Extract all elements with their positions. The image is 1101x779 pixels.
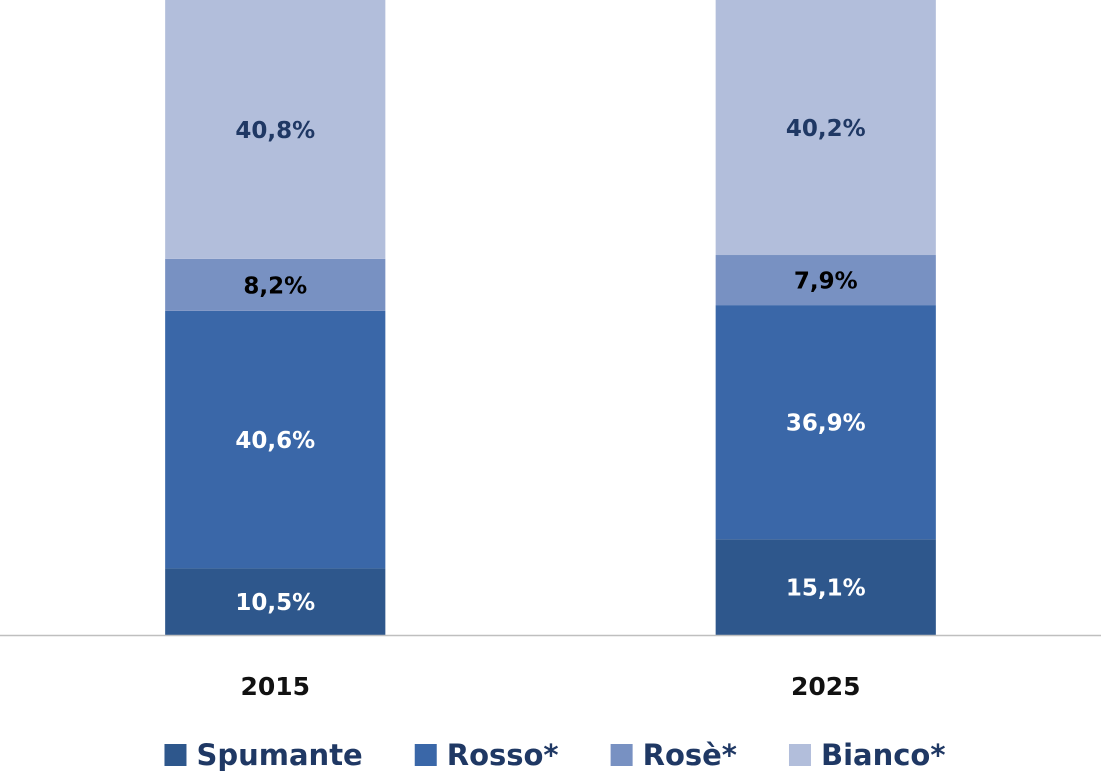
legend-swatch (164, 744, 187, 766)
legend-swatch (610, 744, 633, 766)
legend-label: Rosè* (643, 738, 737, 772)
bar-segment (165, 568, 386, 635)
value-label: 36,9% (786, 411, 866, 437)
x-tick-label: 2025 (791, 672, 861, 701)
legend: Spumante Rosso* Rosè* Bianco* (164, 738, 946, 772)
legend-label: Rosso* (447, 738, 559, 772)
bar-segment (165, 310, 386, 569)
legend-swatch (788, 744, 811, 766)
value-label: 8,2% (243, 273, 307, 299)
x-tick-label: 2015 (240, 672, 310, 701)
value-label: 10,5% (235, 590, 315, 616)
bar-segment (715, 539, 936, 635)
value-label: 40,2% (786, 116, 866, 142)
legend-label: Spumante (196, 738, 362, 772)
value-label: 40,8% (235, 118, 315, 144)
value-label: 40,6% (235, 428, 315, 454)
bar-segment (165, 0, 386, 259)
bar-segment (715, 305, 936, 540)
legend-label: Bianco* (821, 738, 946, 772)
value-label: 15,1% (786, 576, 866, 602)
value-label: 7,9% (794, 269, 858, 295)
bar-segment (715, 255, 936, 306)
bars: 10,5% 40,6% 8,2% 40,8% 15,1% 36,9% 7,9% 40,2% (165, 0, 936, 635)
legend-swatch (414, 744, 437, 766)
bar-segment (165, 258, 386, 311)
bar-segment (715, 0, 936, 256)
